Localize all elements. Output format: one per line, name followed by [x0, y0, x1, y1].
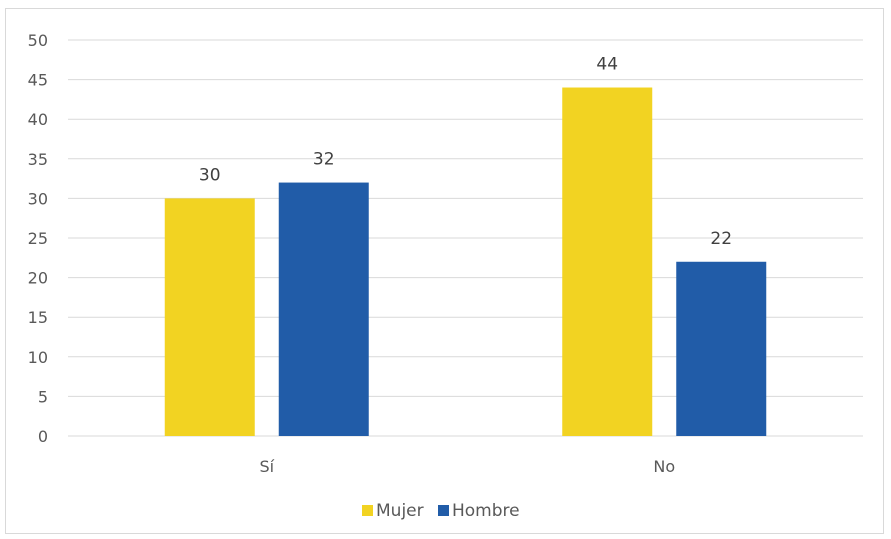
bar-hombre-1 — [676, 261, 767, 436]
bar-hombre-0 — [278, 182, 369, 436]
legend-label-mujer: Mujer — [376, 501, 424, 521]
y-tick-label: 35 — [28, 150, 48, 169]
legend-swatch-mujer — [362, 505, 373, 516]
data-label: 44 — [596, 55, 618, 75]
legend-swatch-hombre — [438, 505, 449, 516]
bar-mujer-0 — [164, 198, 255, 436]
bar-mujer-1 — [562, 87, 653, 437]
y-tick-label: 40 — [28, 110, 48, 129]
x-tick-label: No — [653, 457, 675, 476]
y-tick-label: 30 — [28, 189, 48, 208]
y-tick-label: 0 — [38, 427, 48, 446]
x-tick-label: Sí — [259, 457, 274, 476]
data-label: 32 — [313, 150, 335, 170]
data-label: 30 — [199, 165, 221, 185]
y-tick-label: 50 — [28, 31, 48, 50]
y-tick-label: 25 — [28, 229, 48, 248]
y-axis-tick-labels: 0 5 10 15 20 25 30 35 40 45 50 — [28, 31, 48, 446]
legend: Mujer Hombre — [362, 501, 520, 521]
y-tick-label: 45 — [28, 71, 48, 90]
data-labels: 30 32 44 22 — [199, 55, 732, 249]
y-tick-label: 5 — [38, 387, 48, 406]
x-axis-tick-labels: Sí No — [259, 457, 675, 476]
data-label: 22 — [710, 229, 732, 249]
y-tick-label: 15 — [28, 308, 48, 327]
bars — [164, 87, 767, 437]
y-tick-label: 10 — [28, 348, 48, 367]
legend-label-hombre: Hombre — [452, 501, 520, 521]
y-tick-label: 20 — [28, 269, 48, 288]
